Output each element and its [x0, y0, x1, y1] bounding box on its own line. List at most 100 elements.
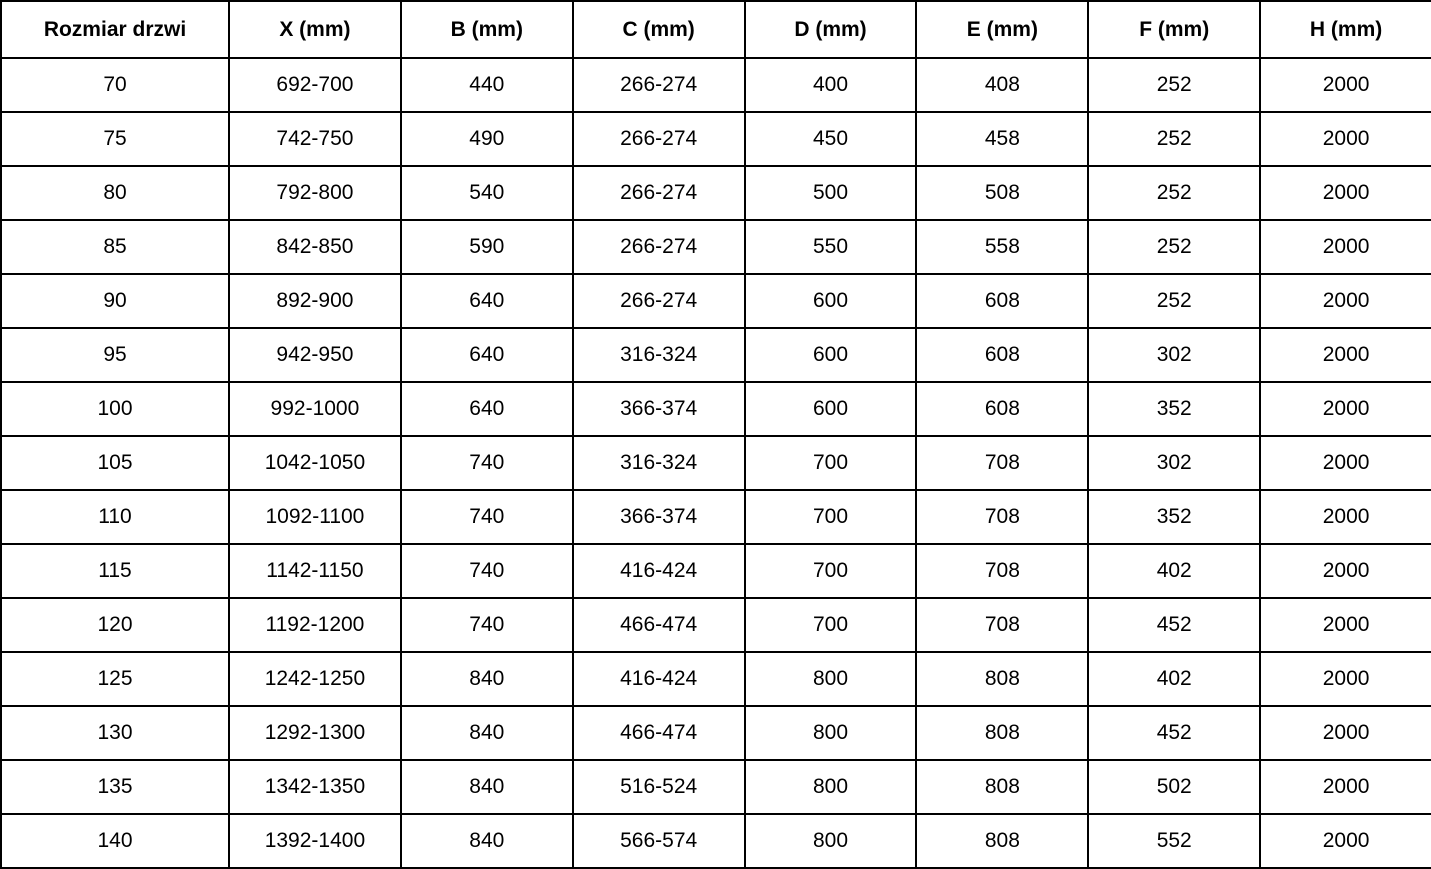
dimension-cell: 800: [743, 759, 918, 815]
dimension-cell: 600: [743, 327, 918, 383]
door-size-cell: 105: [0, 435, 230, 491]
dimension-cell: 316-324: [571, 435, 746, 491]
dimension-cell: 1392-1400: [228, 813, 402, 869]
dimension-cell: 502: [1087, 759, 1262, 815]
dimension-cell: 302: [1087, 435, 1262, 491]
door-size-cell: 140: [0, 813, 230, 869]
dimension-cell: 800: [743, 651, 918, 707]
dimension-cell: 402: [1087, 651, 1262, 707]
dimension-cell: 266-274: [571, 273, 746, 329]
dimension-cell: 808: [915, 813, 1090, 869]
header-row: Rozmiar drzwi X (mm) B (mm) C (mm) D (mm) E (…: [0, 0, 1431, 59]
dimension-cell: 2000: [1259, 705, 1431, 761]
dimension-cell: 2000: [1259, 273, 1431, 329]
dimension-cell: 742-750: [228, 111, 402, 167]
dimension-cell: 608: [915, 327, 1090, 383]
dimension-cell: 558: [915, 219, 1090, 275]
door-size-cell: 70: [0, 57, 230, 113]
dimension-cell: 808: [915, 759, 1090, 815]
dimension-cell: 2000: [1259, 165, 1431, 221]
dimension-cell: 566-574: [571, 813, 746, 869]
dimension-cell: 1042-1050: [228, 435, 402, 491]
dimension-cell: 552: [1087, 813, 1262, 869]
dimension-cell: 466-474: [571, 705, 746, 761]
dimension-cell: 408: [915, 57, 1090, 113]
column-header-e: E (mm): [915, 0, 1090, 59]
dimension-cell: 252: [1087, 219, 1262, 275]
dimension-cell: 700: [743, 435, 918, 491]
column-header-rozmiar-drzwi: Rozmiar drzwi: [0, 0, 230, 59]
door-size-cell: 80: [0, 165, 230, 221]
dimension-cell: 2000: [1259, 597, 1431, 653]
dimension-cell: 840: [399, 651, 574, 707]
table-row: 90 892-900 640 266-274 600 608 252 2000: [0, 273, 1431, 329]
dimension-cell: 302: [1087, 327, 1262, 383]
dimension-cell: 2000: [1259, 813, 1431, 869]
dimension-cell: 700: [743, 597, 918, 653]
dimension-cell: 992-1000: [228, 381, 402, 437]
table-row: 140 1392-1400 840 566-574 800 808 552 2000: [0, 813, 1431, 869]
table-row: 120 1192-1200 740 466-474 700 708 452 2000: [0, 597, 1431, 653]
table-row: 100 992-1000 640 366-374 600 608 352 2000: [0, 381, 1431, 437]
dimension-cell: 640: [399, 381, 574, 437]
door-size-cell: 120: [0, 597, 230, 653]
dimension-cell: 842-850: [228, 219, 402, 275]
table-header: Rozmiar drzwi X (mm) B (mm) C (mm) D (mm) E (…: [0, 0, 1431, 59]
door-size-cell: 90: [0, 273, 230, 329]
dimension-cell: 608: [915, 381, 1090, 437]
dimension-cell: 252: [1087, 165, 1262, 221]
door-size-cell: 115: [0, 543, 230, 599]
table-row: 105 1042-1050 740 316-324 700 708 302 2000: [0, 435, 1431, 491]
dimension-cell: 508: [915, 165, 1090, 221]
dimension-cell: 608: [915, 273, 1090, 329]
dimension-cell: 590: [399, 219, 574, 275]
dimension-cell: 400: [743, 57, 918, 113]
dimension-cell: 2000: [1259, 543, 1431, 599]
table-row: 80 792-800 540 266-274 500 508 252 2000: [0, 165, 1431, 221]
table-row: 110 1092-1100 740 366-374 700 708 352 2000: [0, 489, 1431, 545]
dimension-cell: 540: [399, 165, 574, 221]
dimension-cell: 352: [1087, 381, 1262, 437]
dimension-cell: 2000: [1259, 219, 1431, 275]
column-header-f: F (mm): [1087, 0, 1262, 59]
dimension-cell: 840: [399, 813, 574, 869]
dimension-cell: 252: [1087, 273, 1262, 329]
dimension-cell: 440: [399, 57, 574, 113]
dimension-cell: 2000: [1259, 381, 1431, 437]
dimension-cell: 2000: [1259, 57, 1431, 113]
dimension-cell: 1242-1250: [228, 651, 402, 707]
dimension-cell: 700: [743, 543, 918, 599]
dimension-cell: 640: [399, 273, 574, 329]
table-row: 85 842-850 590 266-274 550 558 252 2000: [0, 219, 1431, 275]
dimension-cell: 808: [915, 705, 1090, 761]
dimension-cell: 366-374: [571, 381, 746, 437]
door-size-cell: 85: [0, 219, 230, 275]
table-body: 70 692-700 440 266-274 400 408 252 2000 75 742-75…: [0, 57, 1431, 869]
dimension-cell: 792-800: [228, 165, 402, 221]
dimension-cell: 452: [1087, 705, 1262, 761]
dimension-cell: 516-524: [571, 759, 746, 815]
table-row: 75 742-750 490 266-274 450 458 252 2000: [0, 111, 1431, 167]
dimension-cell: 840: [399, 705, 574, 761]
dimension-cell: 740: [399, 489, 574, 545]
dimension-cell: 500: [743, 165, 918, 221]
dimension-cell: 466-474: [571, 597, 746, 653]
dimension-cell: 352: [1087, 489, 1262, 545]
dimension-cell: 316-324: [571, 327, 746, 383]
table-row: 135 1342-1350 840 516-524 800 808 502 2000: [0, 759, 1431, 815]
column-header-d: D (mm): [743, 0, 918, 59]
dimension-cell: 2000: [1259, 435, 1431, 491]
door-size-cell: 75: [0, 111, 230, 167]
door-size-cell: 100: [0, 381, 230, 437]
dimension-cell: 708: [915, 543, 1090, 599]
dimension-cell: 692-700: [228, 57, 402, 113]
dimension-cell: 402: [1087, 543, 1262, 599]
dimension-cell: 700: [743, 489, 918, 545]
column-header-c: C (mm): [571, 0, 746, 59]
dimension-cell: 740: [399, 435, 574, 491]
dimension-cell: 600: [743, 273, 918, 329]
column-header-h: H (mm): [1259, 0, 1431, 59]
door-size-cell: 95: [0, 327, 230, 383]
dimension-cell: 740: [399, 597, 574, 653]
